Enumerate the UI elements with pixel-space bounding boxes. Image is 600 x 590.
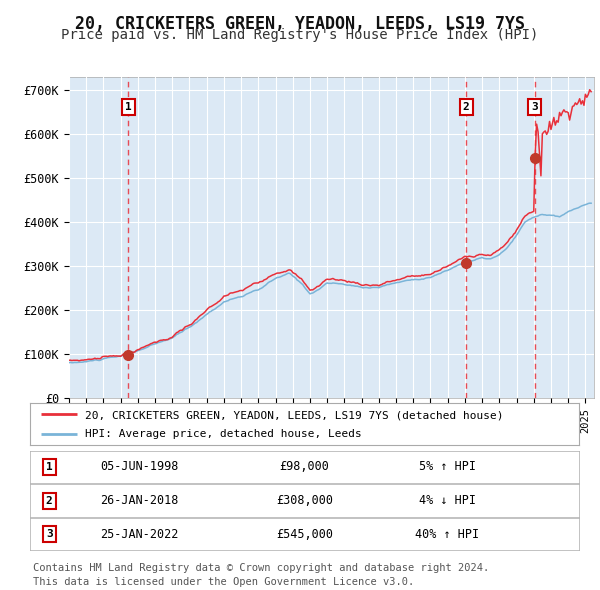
Text: 2: 2 [463, 102, 469, 112]
Text: 25-JAN-2022: 25-JAN-2022 [101, 527, 179, 541]
Text: 3: 3 [532, 102, 538, 112]
Text: 05-JUN-1998: 05-JUN-1998 [101, 460, 179, 474]
Text: Contains HM Land Registry data © Crown copyright and database right 2024.
This d: Contains HM Land Registry data © Crown c… [33, 563, 489, 587]
Text: 20, CRICKETERS GREEN, YEADON, LEEDS, LS19 7YS: 20, CRICKETERS GREEN, YEADON, LEEDS, LS1… [75, 15, 525, 33]
Text: £98,000: £98,000 [280, 460, 329, 474]
Text: 20, CRICKETERS GREEN, YEADON, LEEDS, LS19 7YS (detached house): 20, CRICKETERS GREEN, YEADON, LEEDS, LS1… [85, 410, 503, 420]
Text: 3: 3 [46, 529, 53, 539]
Text: £545,000: £545,000 [276, 527, 333, 541]
Text: Price paid vs. HM Land Registry's House Price Index (HPI): Price paid vs. HM Land Registry's House … [61, 28, 539, 42]
Text: £308,000: £308,000 [276, 494, 333, 507]
Text: 2: 2 [46, 496, 53, 506]
Text: 5% ↑ HPI: 5% ↑ HPI [419, 460, 476, 474]
Text: 1: 1 [125, 102, 131, 112]
Text: 26-JAN-2018: 26-JAN-2018 [101, 494, 179, 507]
Text: 1: 1 [46, 462, 53, 472]
Text: 40% ↑ HPI: 40% ↑ HPI [415, 527, 479, 541]
Text: HPI: Average price, detached house, Leeds: HPI: Average price, detached house, Leed… [85, 430, 362, 440]
Text: 4% ↓ HPI: 4% ↓ HPI [419, 494, 476, 507]
